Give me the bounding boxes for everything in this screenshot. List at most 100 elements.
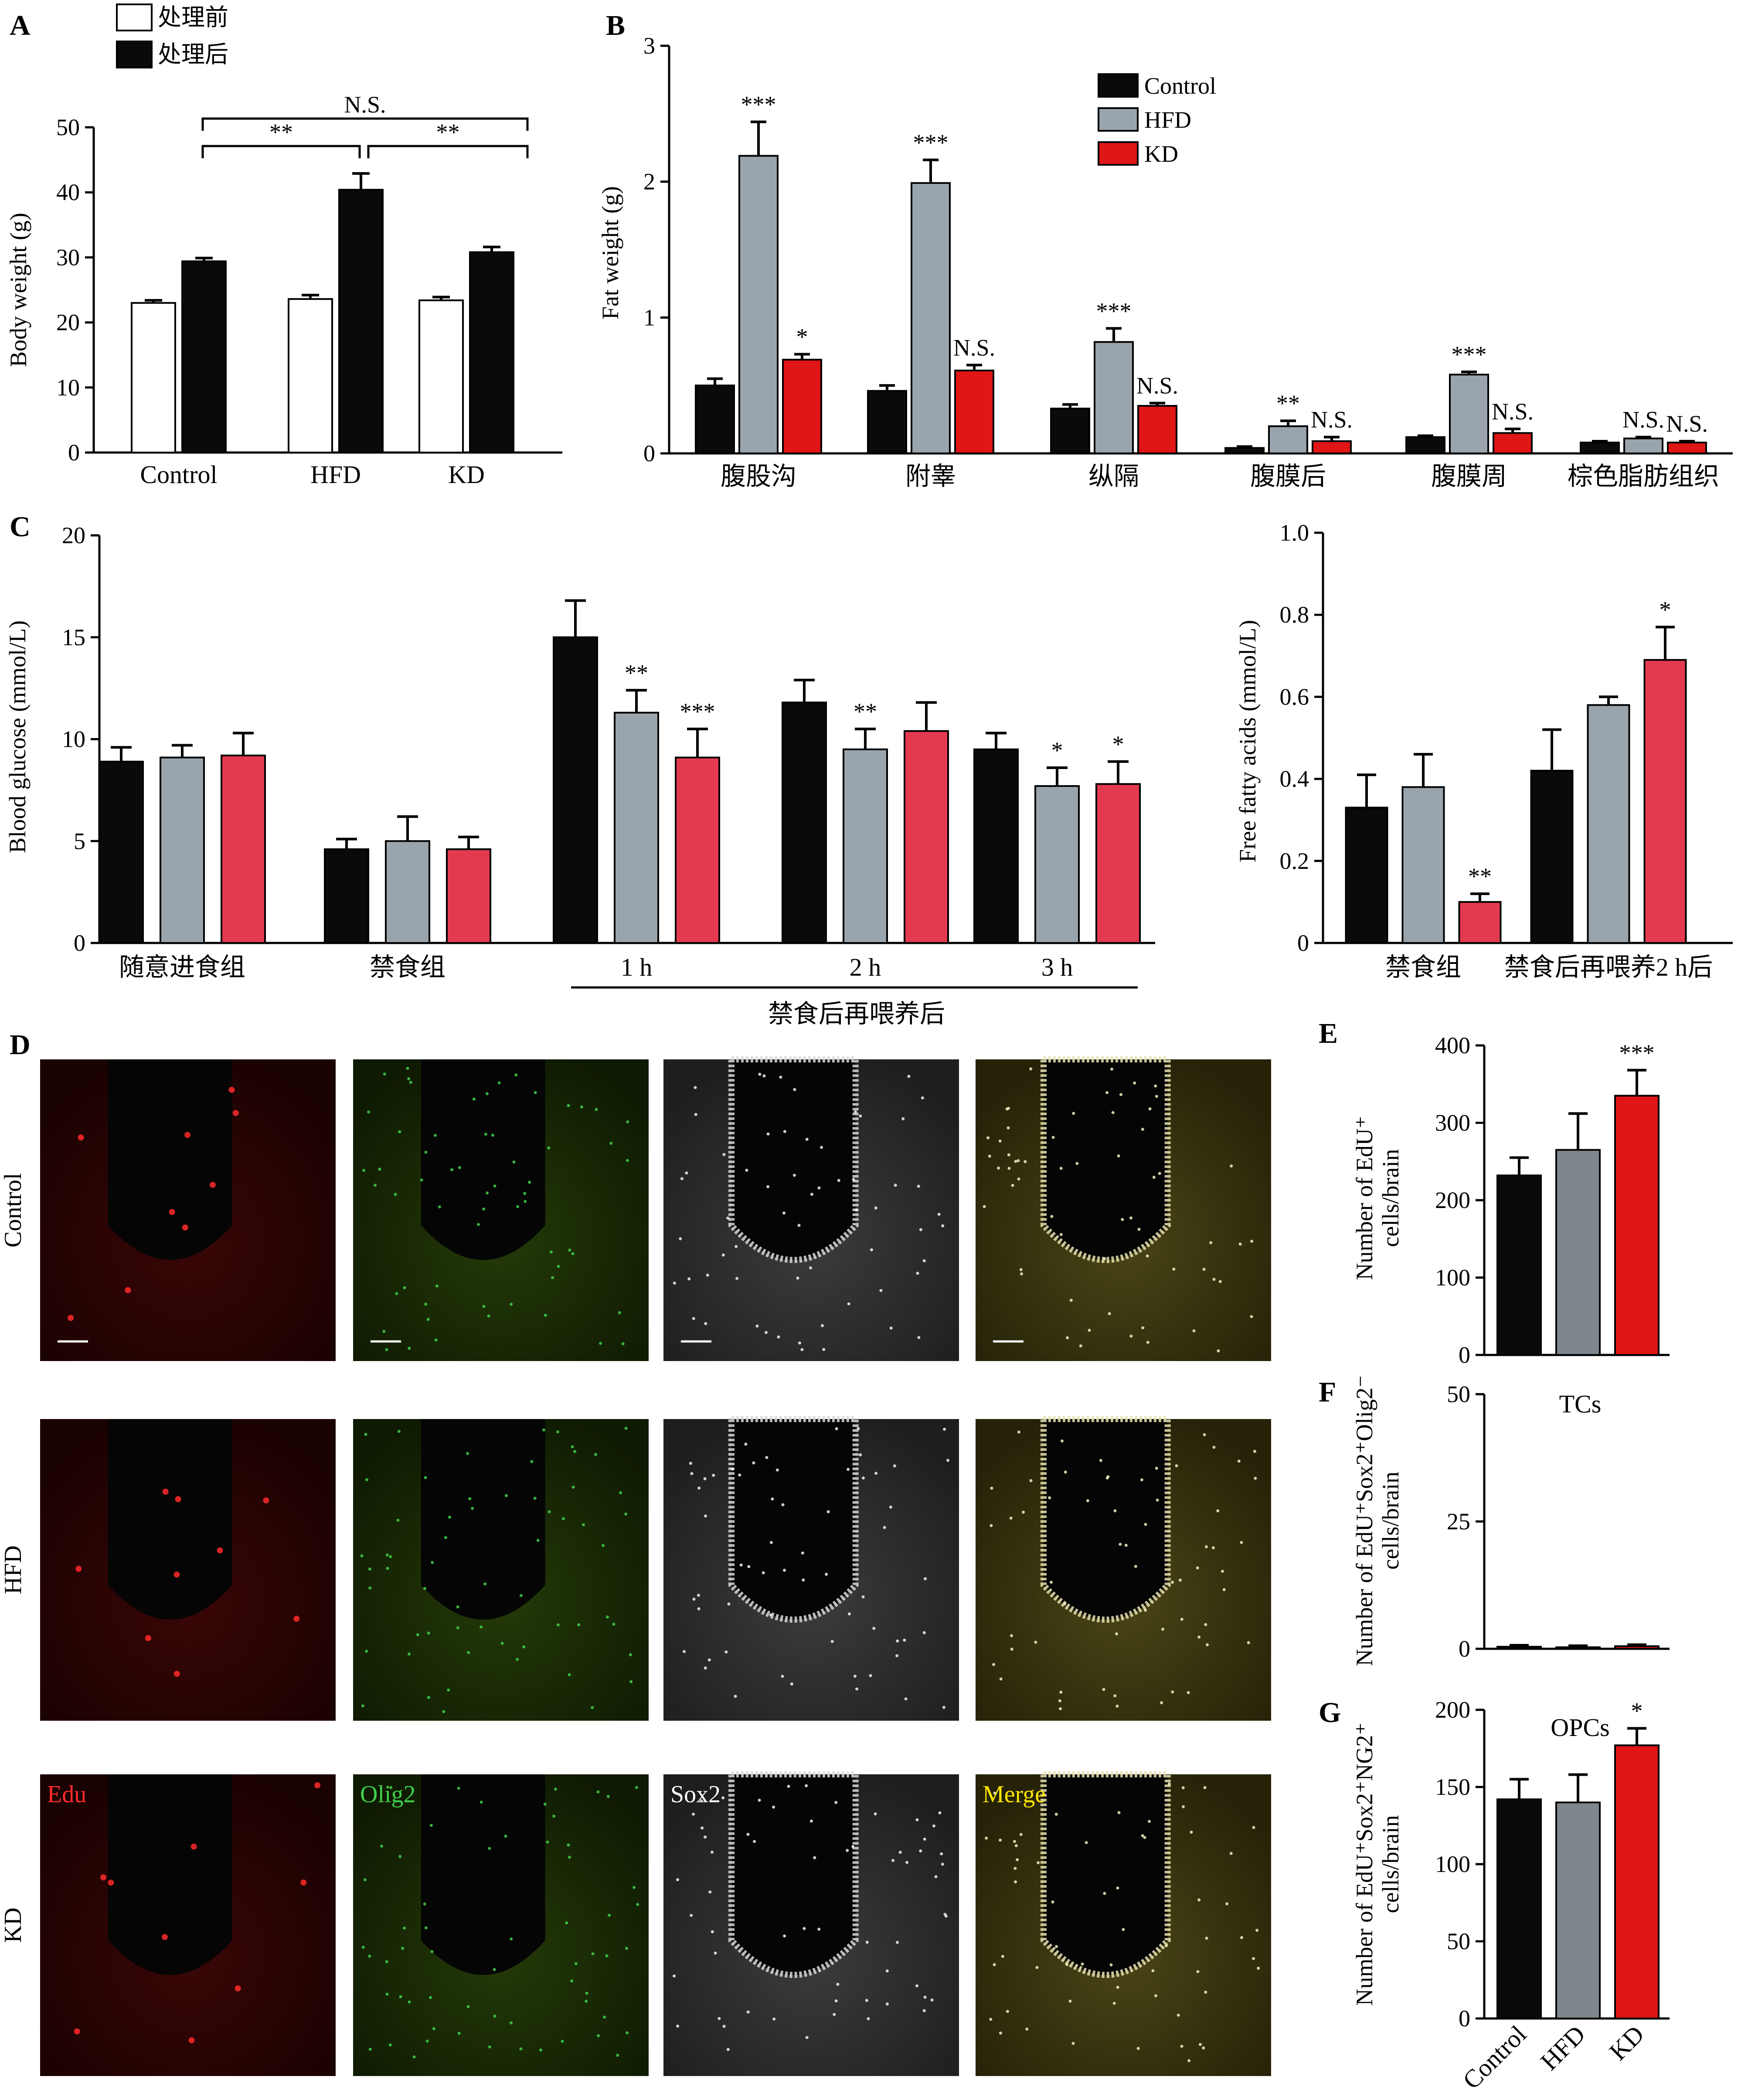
bar-control bbox=[99, 760, 144, 944]
cell-signal bbox=[1250, 1315, 1253, 1318]
channel-label: Merge bbox=[983, 1781, 1046, 1808]
cell-signal bbox=[1204, 1545, 1208, 1549]
cell-signal bbox=[859, 1453, 862, 1457]
ventricle-region bbox=[421, 1059, 545, 1260]
cell-signal bbox=[399, 1995, 402, 1998]
cell-signal bbox=[917, 1336, 921, 1339]
cell-signal bbox=[458, 1166, 461, 1169]
cell-signal bbox=[1177, 2013, 1180, 2017]
cell-signal bbox=[922, 1631, 926, 1634]
cell-signal bbox=[456, 1626, 459, 1630]
cell-signal bbox=[435, 1284, 439, 1288]
cell-signal bbox=[457, 2032, 461, 2035]
cell-signal bbox=[721, 1796, 725, 1800]
y-tick-label: 0 bbox=[1459, 1342, 1470, 1368]
cell-signal bbox=[1116, 1985, 1119, 1989]
cell-signal bbox=[898, 1851, 902, 1854]
cell-signal bbox=[1205, 1643, 1209, 1647]
cell-signal bbox=[510, 1937, 513, 1941]
cell-signal bbox=[1203, 1433, 1206, 1436]
cell-signal bbox=[385, 1553, 389, 1557]
micrograph-merge-hfd bbox=[976, 1416, 1271, 1721]
cell-signal bbox=[941, 1862, 944, 1866]
cell-signal bbox=[618, 1311, 621, 1314]
significance-label: * bbox=[1660, 596, 1671, 623]
cell-signal bbox=[582, 1523, 585, 1526]
bar-kd bbox=[1458, 901, 1502, 944]
cell-signal bbox=[480, 1625, 483, 1629]
bar-kd bbox=[1493, 432, 1533, 454]
ventricle-region bbox=[108, 1059, 232, 1260]
cell-signal bbox=[1099, 1459, 1102, 1462]
y-tick-label: 2 bbox=[643, 169, 655, 195]
significance-label: ** bbox=[625, 660, 648, 686]
cell-signal bbox=[769, 1541, 773, 1544]
cell-signal bbox=[398, 1130, 401, 1133]
cell-signal bbox=[1180, 2045, 1183, 2048]
cell-signal bbox=[591, 1706, 594, 1709]
cell-signal bbox=[1196, 1566, 1199, 1569]
cell-signal bbox=[889, 1505, 892, 1509]
cell-signal bbox=[889, 1326, 893, 1330]
cell-signal bbox=[1181, 1805, 1185, 1808]
cell-signal bbox=[599, 1341, 602, 1345]
cell-signal bbox=[919, 1849, 922, 1853]
cell-signal bbox=[989, 2018, 993, 2021]
cell-signal bbox=[493, 1184, 497, 1188]
bar-control bbox=[782, 701, 827, 944]
significance-label: *** bbox=[741, 92, 776, 118]
cell-signal bbox=[406, 1067, 409, 1070]
cell-signal bbox=[605, 1954, 609, 1957]
ventricle-region bbox=[1043, 1774, 1168, 1975]
cell-signal bbox=[1016, 1858, 1019, 1862]
cell-signal bbox=[1117, 1154, 1120, 1157]
cell-signal bbox=[609, 1141, 613, 1145]
legend-swatch bbox=[116, 3, 153, 31]
cell-signal bbox=[523, 1192, 527, 1195]
cell-signal bbox=[782, 1211, 786, 1215]
cell-signal bbox=[423, 1902, 426, 1906]
cell-signal bbox=[1238, 1242, 1242, 1246]
cell-signal bbox=[1005, 1107, 1009, 1111]
cell-signal bbox=[904, 1697, 908, 1701]
cell-signal bbox=[943, 1427, 946, 1431]
bar-kd bbox=[1137, 405, 1177, 455]
cell-signal bbox=[365, 1650, 368, 1653]
cell-signal bbox=[1117, 1811, 1121, 1814]
bar-control bbox=[553, 636, 598, 944]
ventricle-lining bbox=[1040, 1056, 1171, 1263]
cell-signal bbox=[629, 1680, 633, 1684]
cell-signal bbox=[734, 1695, 737, 1698]
x-tick-label: 随意进食组 bbox=[119, 953, 245, 981]
cell-signal bbox=[1253, 1450, 1256, 1453]
y-tick-label: 50 bbox=[1447, 1928, 1470, 1954]
bar-kd bbox=[1614, 1744, 1660, 2019]
bar-hfd bbox=[1555, 1801, 1601, 2019]
cell-signal bbox=[482, 1207, 486, 1211]
cell-signal bbox=[809, 1819, 813, 1823]
row-label: KD bbox=[0, 1908, 27, 1943]
cell-signal bbox=[923, 1995, 927, 1999]
bar-hfd bbox=[614, 711, 659, 944]
cell-signal bbox=[872, 1627, 876, 1630]
y-tick-label: 40 bbox=[56, 179, 80, 205]
bar-before bbox=[418, 299, 464, 453]
cell-signal bbox=[999, 2031, 1002, 2035]
y-tick-label: 0 bbox=[74, 930, 85, 956]
bar-control bbox=[1530, 769, 1574, 944]
cell-signal bbox=[565, 1921, 568, 1925]
cell-signal bbox=[530, 1460, 534, 1464]
cell-signal bbox=[571, 1485, 575, 1489]
bar-control bbox=[1496, 1798, 1542, 2019]
cell-signal bbox=[703, 1477, 707, 1481]
cell-signal bbox=[747, 1565, 751, 1568]
bar-kd bbox=[904, 730, 949, 944]
x-tick-label: 棕色脂肪组织 bbox=[1568, 462, 1719, 490]
cell-signal bbox=[476, 1223, 480, 1226]
cell-signal bbox=[735, 1276, 739, 1280]
cell-signal bbox=[635, 1786, 638, 1789]
cell-signal bbox=[616, 2053, 619, 2057]
cell-signal bbox=[557, 1265, 560, 1268]
x-tick-label: 禁食组 bbox=[1385, 953, 1461, 981]
